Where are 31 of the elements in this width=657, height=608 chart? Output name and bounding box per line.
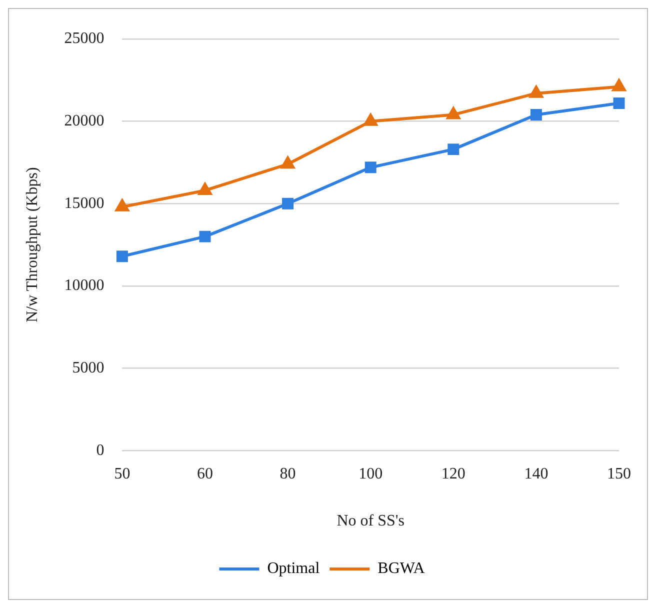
- point: [116, 199, 129, 212]
- point: [199, 230, 211, 242]
- y-axis-title: N/w Throughput (Kbps): [24, 167, 41, 322]
- point: [448, 144, 460, 156]
- point: [530, 86, 543, 98]
- x-tick-label: 140: [524, 465, 548, 482]
- legend-label: BGWA: [378, 560, 426, 578]
- point: [282, 198, 294, 210]
- x-axis-title: No of SS's: [336, 512, 404, 530]
- point: [446, 107, 460, 120]
- y-tick-label: 15000: [64, 194, 104, 212]
- point: [364, 114, 378, 126]
- legend-label: Optimal: [267, 560, 320, 578]
- point: [116, 250, 128, 262]
- x-tick-label: 120: [441, 465, 466, 482]
- y-tick-label: 25000: [64, 30, 104, 48]
- x-tick-label: 100: [358, 465, 383, 482]
- y-tick-label: 0: [96, 442, 104, 459]
- y-tick-label: 20000: [64, 112, 104, 130]
- point: [530, 108, 542, 120]
- y-tick-label: 10000: [64, 277, 104, 294]
- x-tick-label: 150: [607, 465, 631, 482]
- x-tick-label: 60: [197, 465, 213, 482]
- point: [198, 182, 212, 195]
- y-tick-label: 5000: [72, 359, 104, 376]
- point: [364, 162, 376, 174]
- x-tick-label: 80: [280, 465, 296, 482]
- x-tick-label: 50: [114, 465, 130, 482]
- point: [612, 79, 626, 92]
- point: [281, 156, 294, 169]
- point: [613, 97, 625, 109]
